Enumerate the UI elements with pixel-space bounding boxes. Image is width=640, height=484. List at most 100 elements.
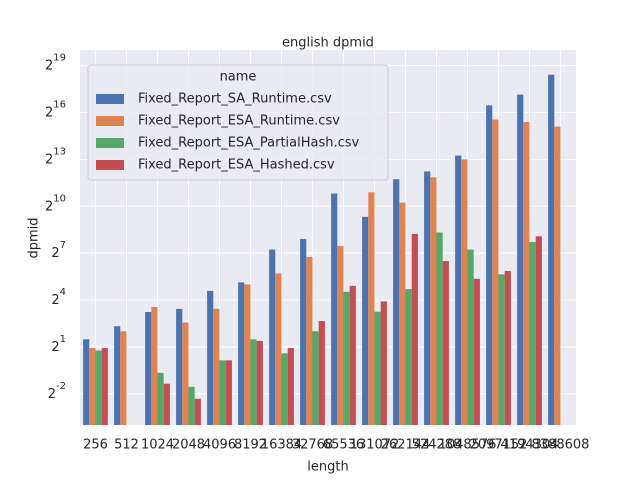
y-tick-label: 210	[45, 193, 66, 214]
bar	[219, 360, 226, 425]
bar	[176, 308, 183, 425]
tick-base: 2	[45, 105, 53, 120]
bar	[281, 353, 288, 425]
bar	[337, 246, 344, 425]
y-tick-label: 216	[45, 100, 66, 121]
legend-label: Fixed_Report_ESA_Hashed.csv	[138, 158, 335, 173]
bar	[275, 273, 282, 425]
tick-base: 2	[48, 386, 56, 401]
bar	[492, 119, 499, 425]
tick-exponent: 4	[60, 287, 66, 298]
legend-swatch	[96, 160, 124, 170]
tick-base: 2	[51, 246, 59, 261]
tick-base: 2	[45, 199, 53, 214]
bar	[380, 301, 387, 425]
bar	[145, 311, 152, 425]
bar	[331, 193, 338, 425]
bar	[157, 372, 164, 425]
x-tick-label: 1048576	[439, 438, 497, 453]
bar	[368, 192, 375, 425]
bar	[238, 282, 245, 425]
x-tick-label: 16384	[261, 438, 302, 453]
legend-label: Fixed_Report_ESA_Runtime.csv	[138, 114, 340, 129]
x-tick-label: 131072	[350, 438, 400, 453]
x-tick-label: 524288	[412, 438, 462, 453]
y-axis-label: dpmid	[27, 217, 42, 258]
bar	[287, 348, 294, 425]
bar	[455, 155, 462, 426]
y-tick-label: 24	[51, 287, 66, 308]
legend-label: Fixed_Report_SA_Runtime.csv	[138, 92, 332, 107]
x-axis-label: length	[307, 460, 348, 475]
x-tick-label: 8388608	[532, 438, 590, 453]
bar	[486, 105, 493, 425]
bar	[523, 121, 530, 425]
bar	[461, 159, 468, 425]
tick-base: 2	[45, 152, 53, 167]
bar	[343, 291, 350, 425]
bar	[95, 350, 102, 425]
bar	[300, 238, 307, 425]
bar	[374, 311, 381, 425]
bar	[473, 278, 480, 425]
tick-exponent: 16	[53, 100, 66, 111]
bar	[182, 322, 189, 425]
bar	[244, 284, 251, 425]
bar	[535, 236, 542, 425]
bar	[114, 326, 121, 425]
tick-exponent: 13	[53, 146, 66, 157]
y-tick-label: 21	[51, 334, 66, 355]
y-tick-label: 213	[45, 146, 66, 167]
bar	[554, 126, 561, 425]
x-tick-label: 512	[114, 438, 139, 453]
chart-title: english dpmid	[282, 36, 374, 51]
bar	[430, 177, 437, 425]
y-tick-label: 219	[45, 53, 66, 74]
x-tick-label: 2048	[172, 438, 205, 453]
bar	[269, 249, 276, 425]
x-tick-label: 256	[83, 438, 108, 453]
x-tick-label: 2097152	[470, 438, 528, 453]
y-tick-label: 2-2	[48, 381, 66, 402]
x-tick-label: 1024	[141, 438, 174, 453]
x-tick-label: 4194304	[501, 438, 559, 453]
bar	[213, 308, 220, 425]
y-tick-label: 27	[51, 240, 66, 261]
bar	[312, 331, 319, 425]
bar	[424, 171, 431, 425]
bar	[548, 74, 555, 426]
bar	[83, 339, 90, 425]
bar	[207, 290, 214, 425]
legend-swatch	[96, 116, 124, 126]
tick-exponent: -2	[56, 381, 66, 392]
bar	[318, 321, 325, 425]
tick-exponent: 19	[53, 53, 66, 64]
tick-base: 2	[51, 339, 59, 354]
x-tick-label: 4096	[203, 438, 236, 453]
bar	[529, 241, 536, 425]
bar	[436, 232, 443, 425]
bar	[188, 386, 195, 425]
legend-swatch	[96, 138, 124, 148]
bar	[120, 331, 127, 425]
tick-base: 2	[51, 293, 59, 308]
bar	[101, 348, 108, 425]
bar	[306, 256, 313, 425]
bar	[405, 289, 412, 425]
legend-label: Fixed_Report_ESA_PartialHash.csv	[138, 136, 360, 151]
legend-swatch	[96, 94, 124, 104]
bar	[393, 179, 400, 425]
bar	[225, 360, 232, 425]
bar	[349, 285, 356, 425]
legend-title: name	[220, 70, 257, 85]
x-tick-label: 32768	[292, 438, 333, 453]
tick-base: 2	[45, 58, 53, 73]
bar	[504, 270, 511, 425]
x-tick-label: 65536	[323, 438, 364, 453]
tick-exponent: 10	[53, 193, 66, 204]
bar	[411, 233, 418, 425]
bar	[467, 249, 474, 425]
bar	[498, 274, 505, 425]
bar	[256, 340, 263, 425]
